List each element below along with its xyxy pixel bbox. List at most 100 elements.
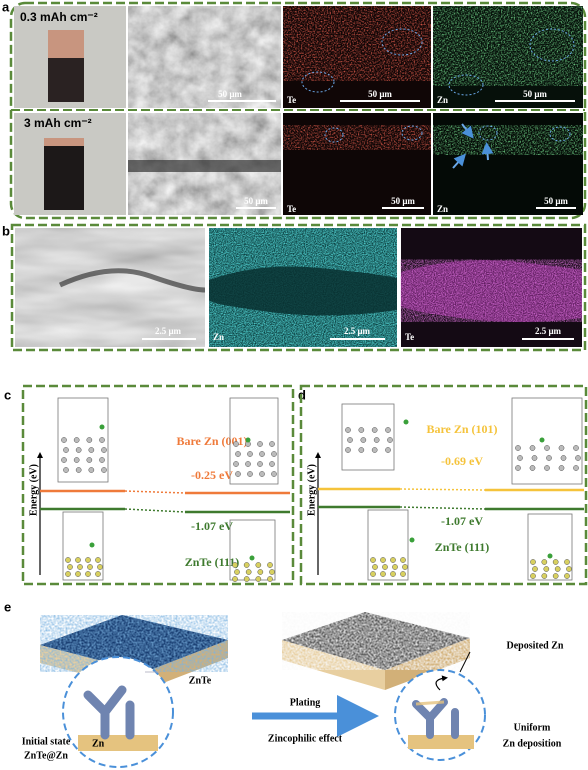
atom <box>573 465 579 471</box>
atom <box>267 576 273 582</box>
atom <box>573 445 579 451</box>
te-map <box>283 6 431 81</box>
zn-map <box>433 125 583 155</box>
atom <box>235 451 241 457</box>
atom <box>67 564 73 570</box>
atom <box>387 437 393 443</box>
element-label: Zn <box>437 204 448 214</box>
atom <box>243 562 250 568</box>
highlight <box>478 125 498 141</box>
atom <box>544 445 550 451</box>
atom <box>564 559 570 565</box>
energy-value: -0.25 eV <box>191 468 233 482</box>
arrow <box>481 142 494 161</box>
arrow <box>461 123 474 139</box>
atom <box>61 437 67 443</box>
atom <box>77 564 83 570</box>
element-label: Te <box>405 332 414 342</box>
atom <box>380 557 386 563</box>
slab-texture <box>282 612 470 670</box>
highlight <box>401 125 423 141</box>
atom <box>97 564 103 570</box>
atom <box>371 447 378 453</box>
atom <box>380 571 386 577</box>
atom <box>529 445 536 451</box>
unit-cell <box>62 511 104 581</box>
highlight <box>529 28 575 62</box>
atom <box>257 441 263 447</box>
atom <box>85 557 91 563</box>
panel-label: a <box>2 0 10 14</box>
atom <box>233 441 239 447</box>
znte-rods <box>412 698 459 739</box>
highlight <box>324 127 344 143</box>
slab-side <box>385 638 470 690</box>
atom <box>99 437 105 443</box>
adatom <box>245 437 251 443</box>
scale-label: 50 μm <box>391 196 415 206</box>
atom <box>245 461 251 467</box>
scale-label: 50 μm <box>523 89 547 99</box>
atom <box>400 557 406 563</box>
atom <box>75 447 82 453</box>
result-label: Zn deposition <box>503 738 562 749</box>
atom <box>402 564 408 570</box>
scale-label: 50 μm <box>244 196 268 206</box>
atom <box>554 566 561 572</box>
arrow <box>452 153 467 169</box>
substrate-label: ZnTe (111) <box>185 555 240 569</box>
atom <box>255 576 262 582</box>
structures <box>341 397 583 581</box>
result-label: Uniform <box>514 722 551 733</box>
energy-value: -0.69 eV <box>441 454 483 468</box>
atom <box>541 559 548 565</box>
zn-map <box>433 6 583 86</box>
atom <box>269 441 275 447</box>
coating-label: ZnTe <box>189 675 212 686</box>
element-label: Zn <box>213 332 224 342</box>
zn-base <box>78 735 158 751</box>
panel-label: c <box>4 387 11 402</box>
atom <box>530 559 536 565</box>
scale-label: 2.5 μm <box>344 326 371 336</box>
atom <box>558 465 565 471</box>
atom <box>267 562 273 568</box>
atom <box>75 557 81 563</box>
state-label: Initial state <box>22 736 71 747</box>
substrate-label: ZnTe (111) <box>435 540 490 554</box>
dark-band <box>209 266 397 316</box>
highlight <box>448 74 484 96</box>
atom <box>259 471 265 477</box>
atom <box>63 447 69 453</box>
atom <box>358 427 365 433</box>
atom <box>385 427 391 433</box>
unit-cell <box>229 397 279 485</box>
copper-strip <box>48 30 84 60</box>
adatom <box>539 437 545 443</box>
energy-value: -1.07 eV <box>191 519 233 533</box>
atom <box>558 445 565 451</box>
adatom <box>99 424 105 430</box>
copper-strip <box>44 138 84 148</box>
panel-frame <box>10 223 587 352</box>
transition <box>399 506 486 510</box>
atom <box>566 566 572 572</box>
transition <box>124 508 186 513</box>
atom <box>575 455 581 461</box>
unit-cell <box>367 509 409 581</box>
atom <box>390 571 396 577</box>
atom <box>247 451 253 457</box>
atom <box>99 457 105 463</box>
atom <box>65 557 71 563</box>
atom <box>370 557 376 563</box>
atom <box>532 566 538 572</box>
atom <box>73 457 80 463</box>
structures <box>57 397 279 582</box>
element-label: Te <box>287 204 296 214</box>
atom <box>530 573 536 579</box>
panel-frame <box>299 384 588 586</box>
znte-rods <box>83 685 135 740</box>
atom <box>235 471 241 477</box>
atom <box>232 576 238 582</box>
